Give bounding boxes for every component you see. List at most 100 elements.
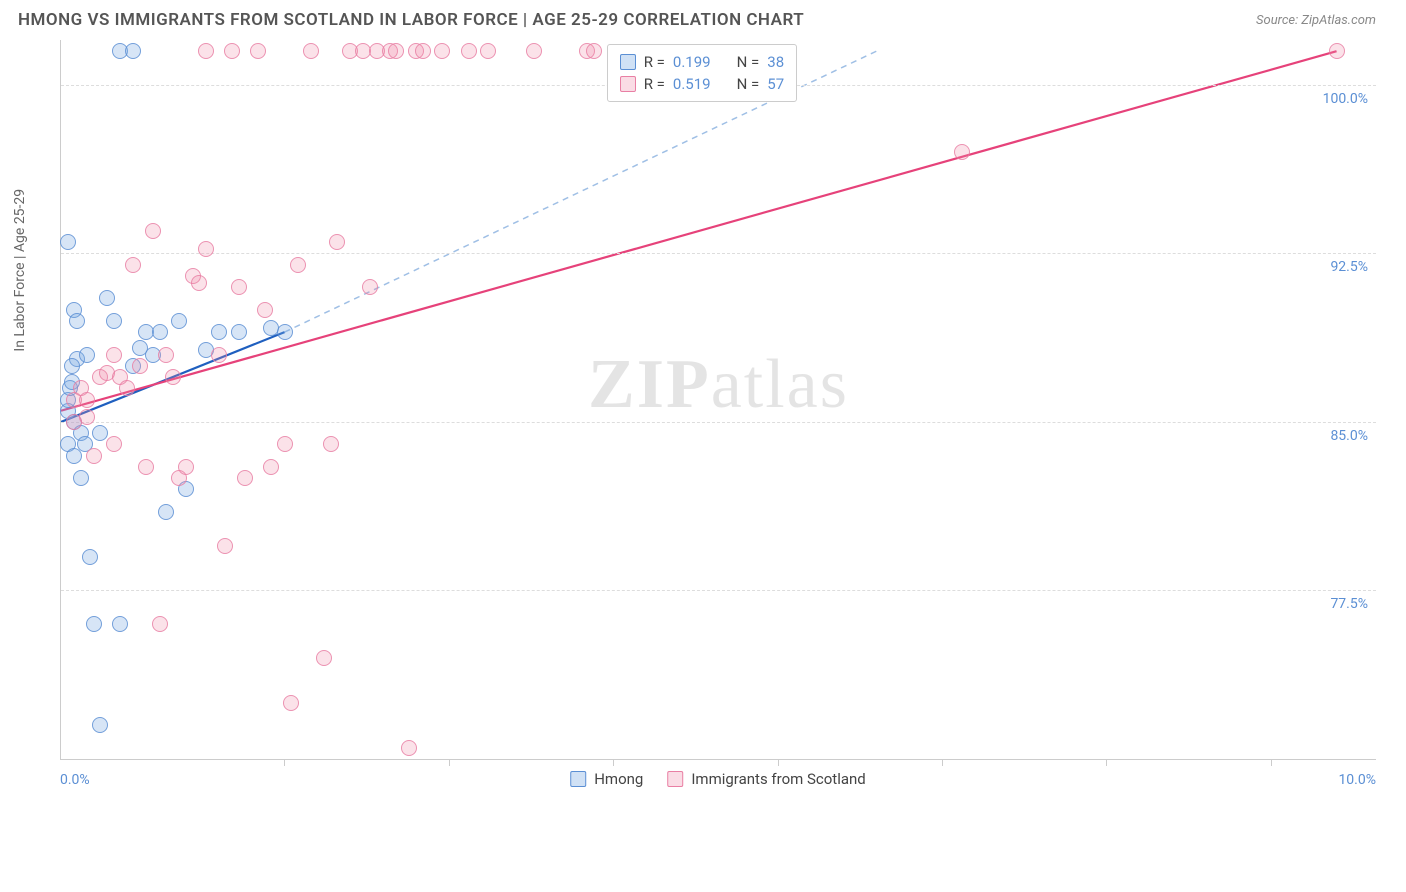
data-point xyxy=(250,43,266,59)
data-point xyxy=(388,43,404,59)
data-point xyxy=(73,470,89,486)
n-label: N = xyxy=(737,75,760,93)
data-point xyxy=(191,275,207,291)
data-point xyxy=(119,380,135,396)
watermark: ZIPatlas xyxy=(588,345,849,425)
gridline xyxy=(61,253,1376,254)
data-point xyxy=(112,616,128,632)
legend-label: Immigrants from Scotland xyxy=(691,770,865,788)
legend-swatch xyxy=(667,771,683,787)
data-point xyxy=(211,324,227,340)
y-tick-label: 77.5% xyxy=(1330,596,1368,612)
data-point xyxy=(165,369,181,385)
n-value: 57 xyxy=(767,75,784,93)
chart-container: In Labor Force | Age 25-29 ZIPatlas 77.5… xyxy=(60,40,1376,810)
legend-item: Immigrants from Scotland xyxy=(667,770,865,788)
x-tick xyxy=(613,760,614,766)
data-point xyxy=(231,324,247,340)
data-point xyxy=(290,257,306,273)
trend-lines xyxy=(61,40,1376,759)
data-point xyxy=(434,43,450,59)
data-point xyxy=(329,234,345,250)
bottom-legend: Hmong Immigrants from Scotland xyxy=(570,770,866,788)
data-point xyxy=(158,504,174,520)
data-point xyxy=(106,347,122,363)
x-tick xyxy=(449,760,450,766)
legend-swatch xyxy=(620,54,636,70)
data-point xyxy=(152,324,168,340)
data-point xyxy=(138,459,154,475)
data-point xyxy=(99,290,115,306)
data-point xyxy=(158,347,174,363)
r-label: R = xyxy=(644,75,665,93)
data-point xyxy=(92,425,108,441)
stats-legend: R = 0.199 N = 38 R = 0.519 N = 57 xyxy=(607,44,797,102)
data-point xyxy=(171,313,187,329)
y-tick-label: 85.0% xyxy=(1330,428,1368,444)
data-point xyxy=(401,740,417,756)
chart-title: HMONG VS IMMIGRANTS FROM SCOTLAND IN LAB… xyxy=(18,10,804,30)
data-point xyxy=(92,717,108,733)
x-tick xyxy=(942,760,943,766)
data-point xyxy=(277,324,293,340)
x-tick xyxy=(1271,760,1272,766)
x-axis-label-max: 10.0% xyxy=(1338,772,1376,788)
data-point xyxy=(86,448,102,464)
data-point xyxy=(954,144,970,160)
data-point xyxy=(283,695,299,711)
data-point xyxy=(69,313,85,329)
legend-swatch xyxy=(620,76,636,92)
data-point xyxy=(125,43,141,59)
plot-area: ZIPatlas 77.5% 85.0% 92.5% 100.0% R = 0.199 N … xyxy=(60,40,1376,760)
data-point xyxy=(106,313,122,329)
data-point xyxy=(480,43,496,59)
data-point xyxy=(82,549,98,565)
gridline xyxy=(61,422,1376,423)
legend-label: Hmong xyxy=(594,770,643,788)
r-value: 0.199 xyxy=(673,53,711,71)
n-value: 38 xyxy=(767,53,784,71)
data-point xyxy=(145,223,161,239)
data-point xyxy=(231,279,247,295)
legend-swatch xyxy=(570,771,586,787)
x-tick xyxy=(284,760,285,766)
x-tick xyxy=(778,760,779,766)
data-point xyxy=(461,43,477,59)
legend-item: Hmong xyxy=(570,770,643,788)
x-axis-label-min: 0.0% xyxy=(60,772,90,788)
y-tick-label: 92.5% xyxy=(1330,259,1368,275)
data-point xyxy=(106,436,122,452)
y-axis-title: In Labor Force | Age 25-29 xyxy=(12,189,28,352)
data-point xyxy=(586,43,602,59)
data-point xyxy=(257,302,273,318)
data-point xyxy=(178,459,194,475)
data-point xyxy=(198,241,214,257)
data-point xyxy=(526,43,542,59)
data-point xyxy=(86,616,102,632)
data-point xyxy=(152,616,168,632)
data-point xyxy=(316,650,332,666)
data-point xyxy=(79,392,95,408)
data-point xyxy=(237,470,253,486)
data-point xyxy=(263,459,279,475)
data-point xyxy=(362,279,378,295)
data-point xyxy=(64,358,80,374)
data-point xyxy=(79,347,95,363)
r-value: 0.519 xyxy=(673,75,711,93)
x-tick xyxy=(1106,760,1107,766)
stats-row: R = 0.519 N = 57 xyxy=(620,73,784,95)
data-point xyxy=(60,234,76,250)
data-point xyxy=(211,347,227,363)
data-point xyxy=(323,436,339,452)
data-point xyxy=(303,43,319,59)
stats-row: R =0.199N =38 xyxy=(620,51,784,73)
data-point xyxy=(132,358,148,374)
data-point xyxy=(217,538,233,554)
data-point xyxy=(277,436,293,452)
data-point xyxy=(415,43,431,59)
data-point xyxy=(224,43,240,59)
data-point xyxy=(198,43,214,59)
n-label: N = xyxy=(737,53,760,71)
y-tick-label: 100.0% xyxy=(1323,91,1368,107)
data-point xyxy=(79,409,95,425)
